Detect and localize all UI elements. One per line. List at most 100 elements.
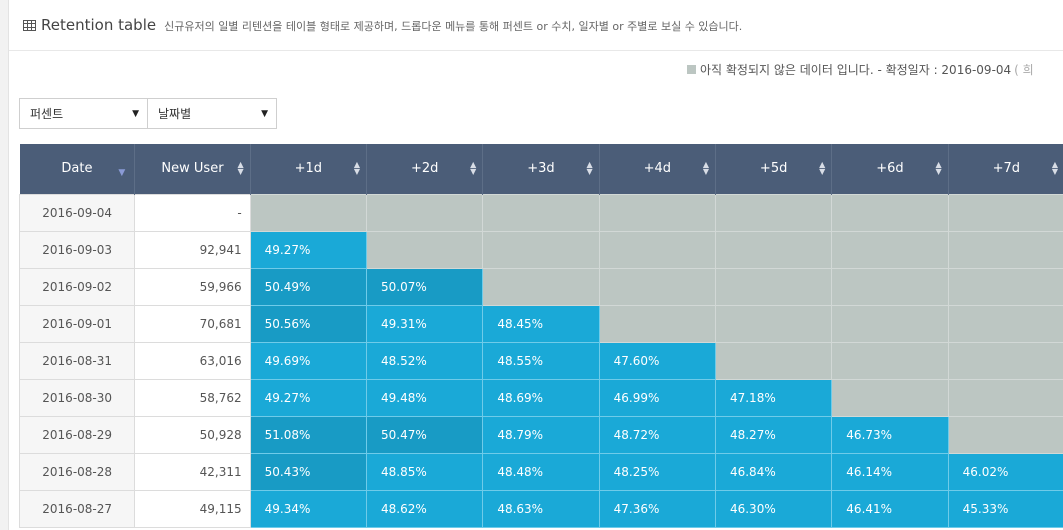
retention-cell: 51.08% — [249, 415, 367, 454]
column-header[interactable]: +7d ▲ ▼ — [948, 144, 1063, 194]
retention-cell: 48.85% — [365, 452, 484, 491]
retention-cell: 47.36% — [598, 489, 716, 528]
table-row: 2016-09-01 70,681 50.56% 49.31% 48.45% — [19, 304, 1063, 343]
column-header[interactable]: +6d ▲ ▼ — [831, 144, 949, 194]
column-header[interactable]: Date ▼ — [19, 144, 136, 194]
column-header-label: +2d — [410, 161, 439, 177]
pending-cell — [714, 230, 833, 269]
pending-cell — [482, 230, 600, 269]
pending-cell — [831, 341, 949, 380]
retention-cell: 50.43% — [249, 452, 367, 491]
pending-cell — [947, 304, 1063, 343]
retention-cell: 49.34% — [249, 489, 367, 528]
retention-cell: 48.63% — [482, 489, 600, 528]
retention-cell: 46.02% — [947, 452, 1063, 491]
retention-cell: 46.84% — [714, 452, 833, 491]
pending-legend: 아직 확정되지 않은 데이터 입니다. - 확정일자 : 2016-09-04 … — [687, 61, 1034, 78]
new-user-cell: 92,941 — [134, 230, 251, 269]
table-row: 2016-08-28 42,311 50.43% 48.85% 48.48% 48.25%… — [19, 452, 1063, 491]
pending-cell — [482, 193, 600, 232]
retention-cell: 46.73% — [831, 415, 949, 454]
sort-icon: ▲ ▼ — [237, 160, 244, 176]
date-cell: 2016-09-02 — [19, 267, 136, 306]
pending-legend-tail: ( 희 — [1014, 63, 1034, 77]
sort-icon: ▲ ▼ — [353, 160, 360, 176]
mode-select[interactable]: 퍼센트 ▼ — [19, 98, 148, 129]
mode-select-value: 퍼센트 — [30, 107, 64, 121]
pending-cell — [831, 193, 949, 232]
new-user-cell: 49,115 — [134, 489, 251, 528]
new-user-cell: 42,311 — [134, 452, 251, 491]
date-cell: 2016-08-27 — [19, 489, 136, 528]
pending-cell — [482, 267, 600, 306]
column-header-label: +5d — [759, 161, 788, 177]
date-cell: 2016-08-28 — [19, 452, 136, 491]
table-row: 2016-08-27 49,115 49.34% 48.62% 48.63% 47.36%… — [19, 489, 1063, 528]
period-select[interactable]: 날짜별 ▼ — [148, 98, 277, 129]
sort-icon: ▲ ▼ — [702, 160, 709, 176]
pending-cell — [947, 193, 1063, 232]
table-row: 2016-08-31 63,016 49.69% 48.52% 48.55% 47.60% — [19, 341, 1063, 380]
date-cell: 2016-08-31 — [19, 341, 136, 380]
pending-cell — [598, 193, 716, 232]
pending-cell — [831, 304, 949, 343]
filter-bar: 퍼센트 ▼ 날짜별 ▼ — [19, 98, 277, 129]
retention-cell: 49.48% — [365, 378, 484, 417]
retention-cell: 48.79% — [482, 415, 600, 454]
retention-cell: 48.45% — [482, 304, 600, 343]
column-header[interactable]: +3d ▲ ▼ — [482, 144, 600, 194]
retention-cell: 50.47% — [365, 415, 484, 454]
date-cell: 2016-09-03 — [19, 230, 136, 269]
retention-cell: 48.48% — [482, 452, 600, 491]
column-header[interactable]: +4d ▲ ▼ — [599, 144, 716, 194]
new-user-cell: - — [134, 193, 251, 232]
table-row: 2016-09-02 59,966 50.49% 50.07% — [19, 267, 1063, 306]
table-row: 2016-09-04- — [19, 193, 1063, 232]
pending-cell — [947, 267, 1063, 306]
page-title: Retention table — [41, 16, 157, 34]
table-row: 2016-08-29 50,928 51.08% 50.47% 48.79% 48.72%… — [19, 415, 1063, 454]
sort-icon: ▲ ▼ — [819, 160, 826, 176]
retention-cell: 49.27% — [249, 230, 367, 269]
header-divider — [9, 50, 1063, 51]
table-row: 2016-09-03 92,941 49.27% — [19, 230, 1063, 269]
retention-cell: 49.69% — [249, 341, 367, 380]
column-header[interactable]: +1d ▲ ▼ — [250, 144, 367, 194]
retention-cell: 48.55% — [482, 341, 600, 380]
retention-cell: 48.72% — [598, 415, 716, 454]
retention-cell: 46.30% — [714, 489, 833, 528]
new-user-cell: 63,016 — [134, 341, 251, 380]
retention-panel: Retention table 신규유저의 일별 리텐션을 테이블 형태로 제공… — [8, 0, 1063, 530]
table-header-row: Date ▼ New User ▲ ▼ +1d ▲ ▼ +2d ▲ ▼ +3d ▲ ▼ +4d ▲ ▼ +5d ▲ ▼… — [19, 144, 1063, 194]
table-body: 2016-09-04-2016-09-03 92,941 49.27% 2016-09… — [19, 193, 1063, 528]
pending-cell — [249, 193, 367, 232]
retention-table: Date ▼ New User ▲ ▼ +1d ▲ ▼ +2d ▲ ▼ +3d ▲ ▼ +4d ▲ ▼ +5d ▲ ▼… — [19, 144, 1063, 528]
column-header-label: +4d — [643, 161, 672, 177]
sort-icon: ▲ ▼ — [1051, 160, 1058, 176]
pending-cell — [831, 230, 949, 269]
pending-cell — [947, 415, 1063, 454]
column-header[interactable]: +5d ▲ ▼ — [715, 144, 833, 194]
column-header-label: New User — [161, 161, 224, 177]
pending-cell — [598, 267, 716, 306]
pending-cell — [714, 341, 833, 380]
pending-legend-text: 아직 확정되지 않은 데이터 입니다. - 확정일자 : 2016-09-04 — [700, 63, 1012, 77]
retention-cell: 49.31% — [365, 304, 484, 343]
retention-cell: 48.27% — [714, 415, 833, 454]
pending-cell — [947, 230, 1063, 269]
pending-cell — [831, 267, 949, 306]
pending-swatch — [687, 65, 696, 74]
retention-cell: 50.07% — [365, 267, 484, 306]
pending-cell — [714, 193, 833, 232]
new-user-cell: 58,762 — [134, 378, 251, 417]
page-description: 신규유저의 일별 리텐션을 테이블 형태로 제공하며, 드롭다운 메뉴를 통해 … — [164, 20, 743, 33]
retention-cell: 50.49% — [249, 267, 367, 306]
retention-cell: 46.14% — [831, 452, 949, 491]
retention-cell: 45.33% — [947, 489, 1063, 528]
retention-cell: 48.25% — [598, 452, 716, 491]
column-header[interactable]: +2d ▲ ▼ — [366, 144, 484, 194]
retention-cell: 47.18% — [714, 378, 833, 417]
pending-cell — [365, 193, 484, 232]
column-header[interactable]: New User ▲ ▼ — [134, 144, 251, 194]
retention-cell: 48.69% — [482, 378, 600, 417]
